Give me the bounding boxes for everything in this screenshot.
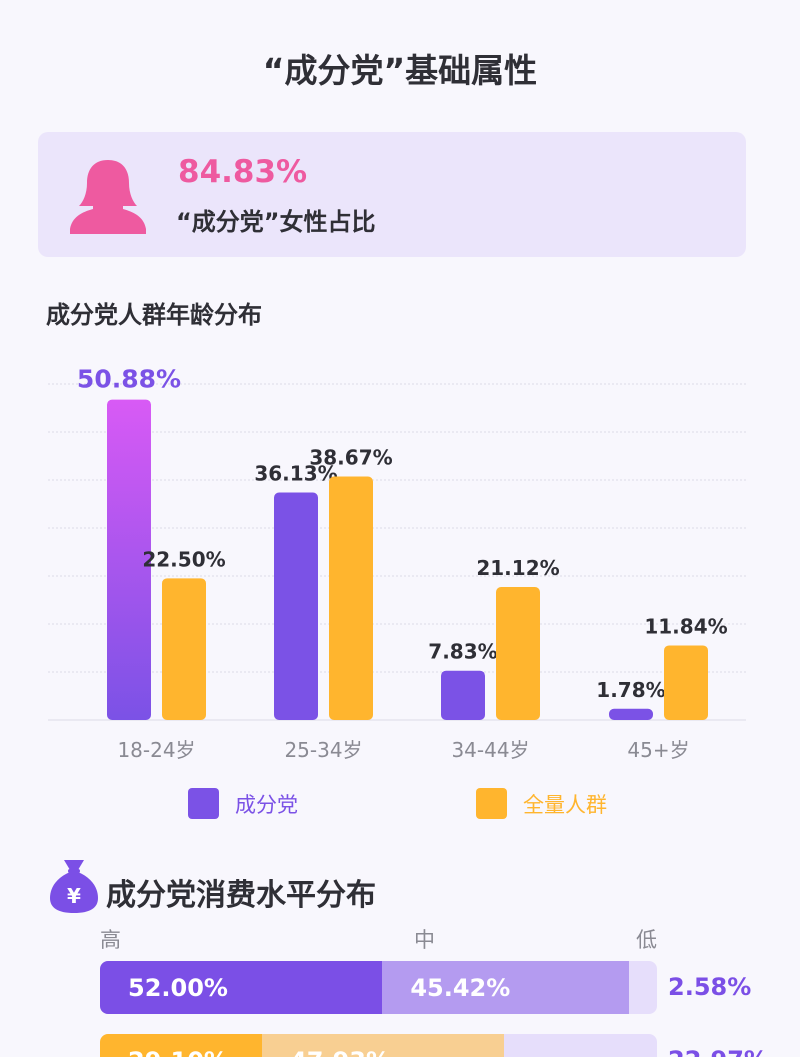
spend-segment-mid: 45.42% — [382, 961, 629, 1014]
bar-value-label: 38.67% — [309, 446, 392, 470]
bar-all-population — [162, 578, 206, 720]
level-label-mid: 中 — [414, 928, 435, 952]
bar-chengfendang — [441, 670, 485, 720]
female-ratio-card: 84.83% “成分党”女性占比 — [38, 132, 746, 257]
bar-value-label: 7.83% — [428, 640, 497, 664]
bar-chengfendang — [274, 492, 318, 720]
age-distribution-chart: 50.88% 22.50% 18-24岁 36.13%38.67% 25-34岁 7.83… — [48, 365, 746, 762]
spend-bar-chengfendang: 52.00% 45.42% — [100, 961, 657, 1014]
legend-swatch-all-population — [476, 788, 507, 819]
spend-low-value: 22.97% — [668, 1046, 768, 1057]
bar-value-label: 11.84% — [644, 614, 727, 638]
legend-label-chengfendang: 成分党 — [235, 792, 298, 817]
spend-segment-low — [629, 961, 657, 1014]
money-bag-icon: ¥ — [50, 860, 98, 913]
legend-label-all-population: 全量人群 — [523, 792, 607, 817]
age-section-title: 成分党人群年龄分布 — [46, 301, 262, 329]
level-label-low: 低 — [636, 928, 657, 952]
x-tick-label: 34-44岁 — [451, 738, 529, 762]
level-label-high: 高 — [100, 928, 121, 952]
legend-swatch-chengfendang — [188, 788, 219, 819]
legend-item-all-population: 全量人群 — [476, 788, 607, 819]
spend-segment-low — [504, 1034, 657, 1057]
spend-segment-high: 29.10% — [100, 1034, 263, 1057]
bar-value-label: 21.12% — [476, 556, 559, 580]
female-percent: 84.83% — [178, 154, 308, 190]
bar-all-population — [664, 645, 708, 720]
legend-item-chengfendang: 成分党 — [188, 788, 298, 819]
female-label: “成分党”女性占比 — [176, 208, 376, 236]
x-tick-label: 45+岁 — [627, 738, 689, 762]
bar-chengfendang — [107, 399, 151, 720]
bar-value-label: 22.50% — [142, 547, 225, 571]
spend-section-title: 成分党消费水平分布 — [106, 878, 376, 913]
bar-value-label: 1.78% — [596, 678, 665, 702]
spend-segment-high: 52.00% — [100, 961, 383, 1014]
spend-segment-mid: 47.93% — [262, 1034, 505, 1057]
bar-value-label: 36.13% — [254, 462, 337, 486]
spend-low-value: 2.58% — [668, 973, 752, 1001]
x-tick-label: 25-34岁 — [284, 738, 362, 762]
female-user-icon — [70, 160, 146, 234]
svg-text:¥: ¥ — [67, 884, 81, 908]
x-tick-label: 18-24岁 — [117, 738, 195, 762]
bar-chengfendang — [609, 708, 653, 720]
spend-bar-all-population: 29.10% 47.93% — [100, 1034, 657, 1057]
bar-all-population — [496, 587, 540, 720]
bar-value-label: 50.88% — [77, 365, 181, 394]
page-title: “成分党”基础属性 — [262, 51, 538, 90]
bar-all-population — [329, 476, 373, 720]
